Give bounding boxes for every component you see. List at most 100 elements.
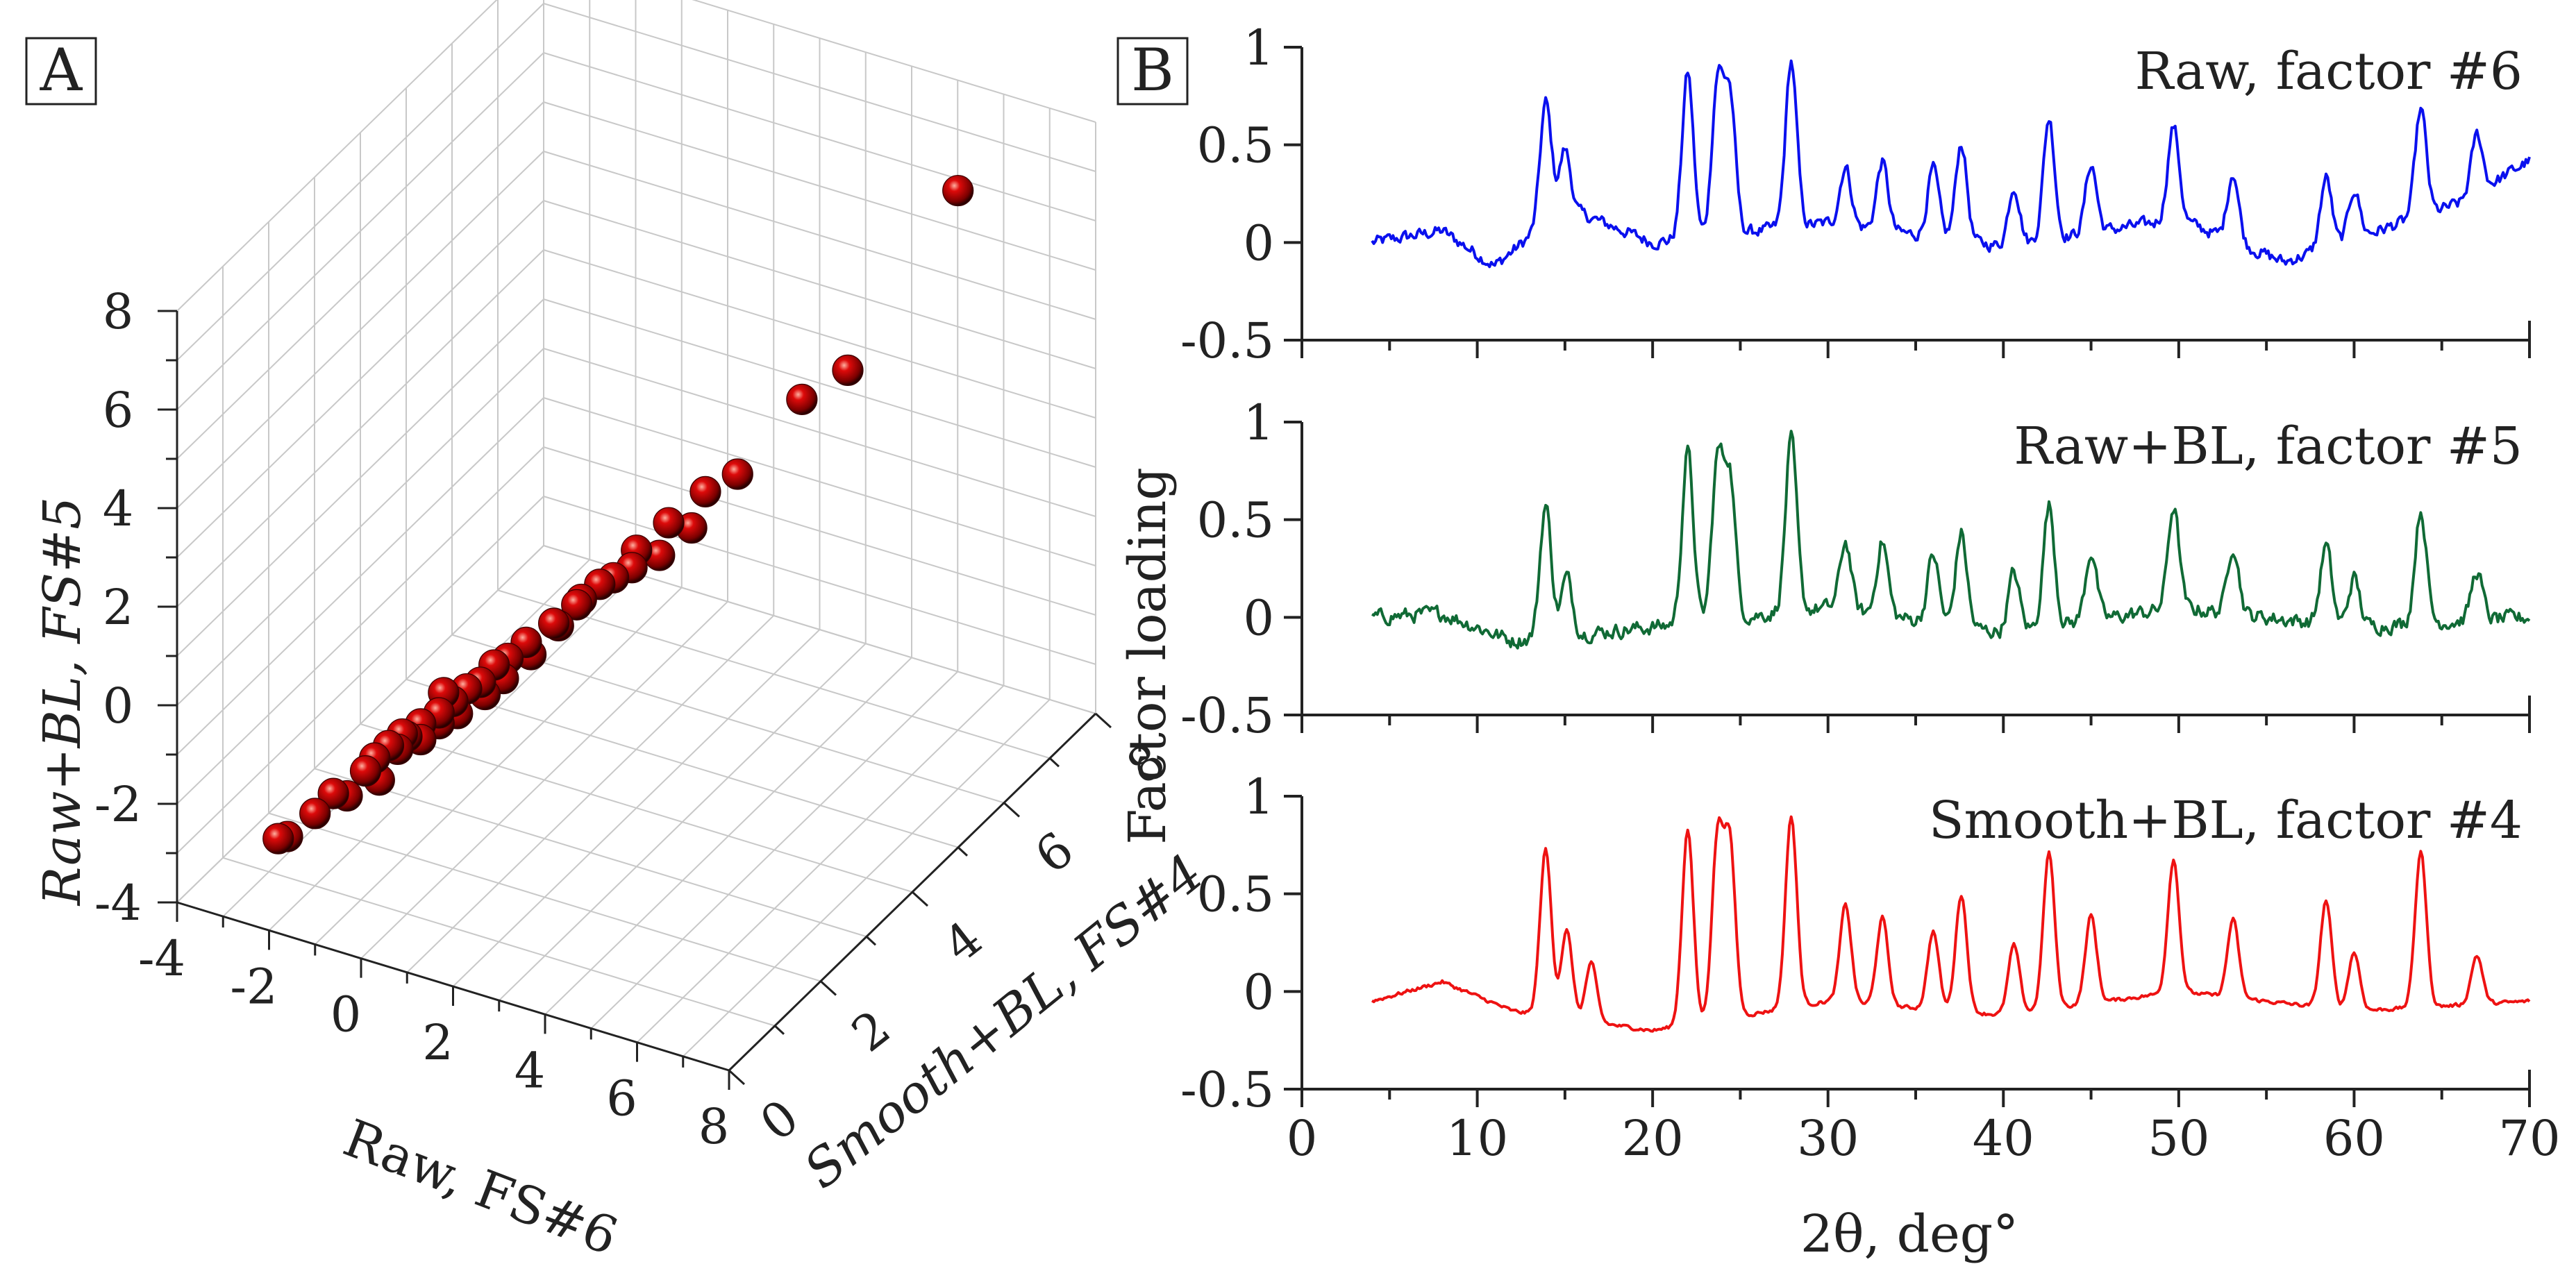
y-tick-label: 1: [1243, 394, 1274, 451]
grid-back-wall-line: [543, 3, 1096, 172]
series-line: [1371, 430, 2531, 650]
panel-b-label: B: [1131, 36, 1174, 104]
data-point: [262, 823, 294, 855]
grid-back-wall-line: [543, 446, 1096, 616]
y-tick-label: 1: [1243, 19, 1274, 76]
data-point: [721, 458, 753, 490]
grid-back-wall-line: [543, 298, 1096, 468]
grid-back-wall-line: [543, 101, 1096, 271]
grid-left-wall-line: [176, 298, 544, 657]
grid-left-wall-line: [176, 3, 544, 361]
data-point: [299, 798, 331, 830]
grid-left-wall-line: [176, 0, 498, 312]
grid-left-wall-line: [176, 397, 544, 755]
y-tick-label: 0.5: [1197, 117, 1274, 174]
data-point: [942, 174, 974, 207]
series-title: Raw, factor #6: [2135, 42, 2523, 101]
x-tick-label: 30: [1797, 1110, 1859, 1167]
z-tick-label: -4: [94, 875, 142, 932]
x-tick-label: 6: [606, 1070, 637, 1127]
z-tick-label: 8: [103, 283, 134, 340]
x-tick-label: 4: [515, 1042, 546, 1099]
series-title: Smooth+BL, factor #4: [1929, 791, 2523, 850]
data-point: [786, 383, 818, 415]
x-tick-label: 0: [331, 986, 362, 1043]
z-tick-label: 0: [103, 677, 134, 734]
grid-back-wall-line: [543, 249, 1096, 419]
x-tick-label: 20: [1622, 1110, 1684, 1167]
z-tick-label: -2: [94, 776, 142, 833]
y-tick-label: 2: [842, 999, 901, 1063]
data-point: [561, 589, 593, 621]
grid-left-wall-line: [176, 249, 544, 607]
grid-floor-line: [360, 723, 913, 893]
y-tick-label: 0: [750, 1088, 810, 1152]
panel-a-points: [262, 174, 974, 855]
x-tick-label: 70: [2498, 1110, 2560, 1167]
y-tick: [728, 1069, 746, 1086]
grid-back-wall-line: [692, 0, 1096, 123]
x-tick-label: -4: [138, 930, 185, 987]
panel-a-label: A: [40, 36, 83, 104]
y-tick: [865, 936, 877, 946]
y-tick: [773, 1025, 785, 1035]
grid-left-wall-line: [176, 545, 544, 903]
subplot: -0.5 0 0.5 1 Raw+BL, factor #5: [1180, 394, 2531, 744]
y-tick: [911, 891, 929, 907]
subplot: -0.5 0 0.5 1 Raw, factor #6: [1180, 19, 2531, 369]
y-tick-label: -0.5: [1180, 312, 1274, 369]
grid-floor-line: [222, 857, 776, 1027]
y-tick: [1003, 802, 1021, 818]
y-tick: [1094, 712, 1112, 729]
x-tick-label: 60: [2323, 1110, 2385, 1167]
panel-a-z-axis-label: Raw+BL, FS#5: [33, 497, 92, 907]
grid-back-wall-line: [543, 496, 1096, 665]
panel-a-label-box: [25, 37, 97, 106]
y-tick: [1048, 757, 1060, 768]
y-tick-label: 0: [1243, 589, 1274, 646]
panel-a-axes: [158, 310, 1112, 1090]
x-tick-label: 10: [1446, 1110, 1508, 1167]
panel-b-plots: -0.500.51 Raw, factor #6-0.500.51 Raw+BL, …: [1180, 19, 2561, 1167]
data-point: [537, 607, 570, 639]
panel-b-x-axis-label: 2θ, deg°: [1800, 1204, 2018, 1264]
series-title: Raw+BL, factor #5: [2014, 416, 2523, 476]
y-tick: [957, 846, 969, 857]
panel-b-line-charts: B -0.500.51 Raw, factor #6-0.500.51 Raw+BL…: [1116, 19, 2561, 1264]
grid-floor-line: [268, 812, 821, 982]
y-tick-label: 1: [1243, 768, 1274, 825]
grid-left-wall-line: [176, 101, 544, 460]
x-tick-label: 0: [1287, 1110, 1318, 1167]
y-tick-label: 0.5: [1197, 492, 1274, 549]
y-tick: [819, 980, 837, 996]
x-tick-label: 2: [422, 1014, 453, 1071]
grid-left-wall-line: [176, 348, 544, 706]
grid-floor-line: [497, 589, 1051, 759]
series-line: [1371, 815, 2531, 1033]
data-point: [317, 777, 349, 809]
grid-back-wall-line: [543, 200, 1096, 369]
y-tick-label: 6: [1025, 820, 1085, 884]
x-tick-label: 50: [2148, 1110, 2209, 1167]
y-tick-label: 0: [1243, 963, 1274, 1020]
grid-floor-line: [314, 768, 867, 938]
y-tick-label: -0.5: [1180, 687, 1274, 744]
y-tick-label: 0: [1243, 214, 1274, 271]
panel-a-grid: [176, 0, 1096, 1071]
grid-floor-line: [405, 678, 959, 848]
z-tick-label: 4: [103, 480, 134, 537]
x-tick-label: 8: [699, 1098, 730, 1155]
grid-left-wall-line: [176, 446, 544, 805]
data-point: [689, 475, 721, 507]
grid-left-wall-line: [176, 151, 544, 509]
z-tick-label: 2: [103, 579, 134, 636]
data-point: [832, 354, 864, 386]
grid-back-wall-line: [543, 397, 1096, 566]
grid-back-wall-line: [543, 151, 1096, 320]
y-tick-label: 0.5: [1197, 866, 1274, 923]
y-tick-label: -0.5: [1180, 1061, 1274, 1118]
panel-a-x-axis-label: Raw, FS#6: [336, 1109, 626, 1268]
